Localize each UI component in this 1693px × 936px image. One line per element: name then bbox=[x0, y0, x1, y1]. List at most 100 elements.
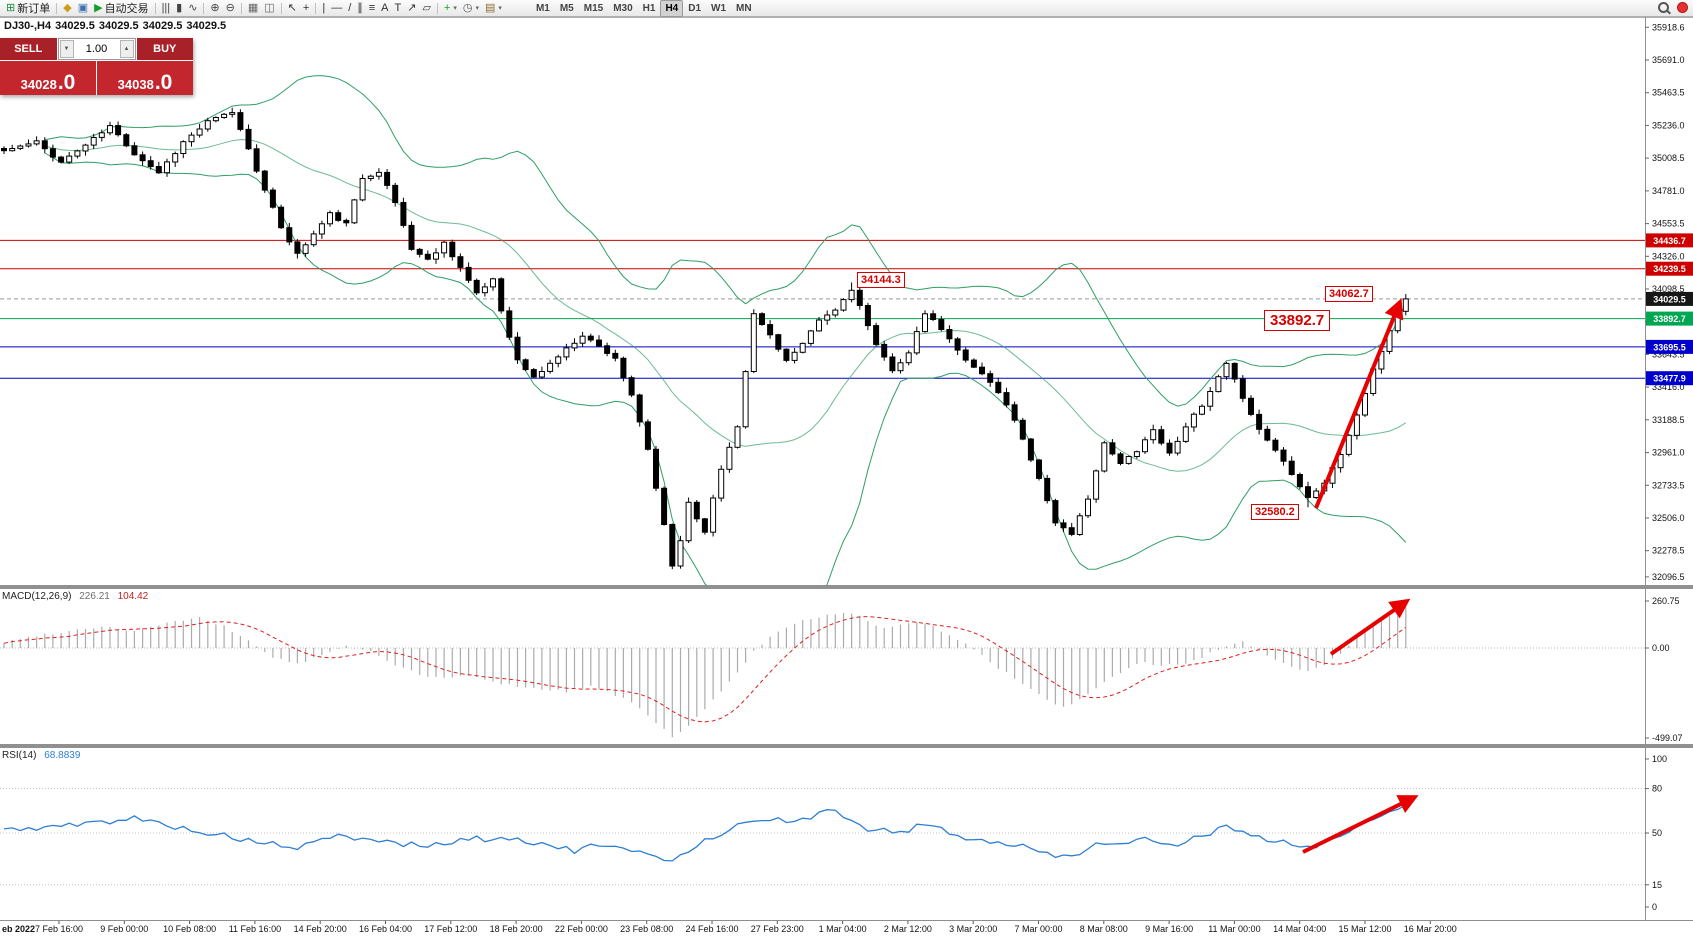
macd-pane bbox=[0, 607, 1645, 738]
price-annotation: 34062.7 bbox=[1325, 286, 1373, 302]
toolbar-separator bbox=[315, 2, 317, 14]
cascade-windows-button[interactable]: ◫ bbox=[261, 1, 277, 16]
crosshair-button[interactable]: + bbox=[300, 1, 312, 16]
svg-text:9 Feb 00:00: 9 Feb 00:00 bbox=[100, 924, 148, 934]
arrows-tool-icon: ↗ bbox=[407, 1, 417, 14]
svg-text:11 Feb 16:00: 11 Feb 16:00 bbox=[229, 924, 281, 934]
lot-decrease-button[interactable]: ▼ bbox=[59, 40, 74, 58]
trendline-button[interactable]: / bbox=[345, 1, 354, 16]
svg-text:24 Feb 16:00: 24 Feb 16:00 bbox=[685, 924, 738, 934]
pane-splitter[interactable] bbox=[0, 585, 1693, 589]
tile-windows-button[interactable]: ▦ bbox=[245, 1, 261, 16]
cursor-button[interactable]: ↖ bbox=[285, 1, 300, 16]
svg-text:34029.5: 34029.5 bbox=[1653, 294, 1686, 304]
svg-text:14 Feb 20:00: 14 Feb 20:00 bbox=[294, 924, 347, 934]
timeframe-bar: M1 M5 M15 M30 H1 H4 D1 W1 MN bbox=[531, 0, 757, 17]
toolbar-right bbox=[1658, 2, 1688, 13]
svg-text:11 Mar 00:00: 11 Mar 00:00 bbox=[1208, 924, 1260, 934]
horizontal-lines bbox=[0, 239, 1645, 379]
lot-increase-button[interactable]: ▲ bbox=[119, 40, 134, 58]
rsi-pane bbox=[0, 788, 1645, 886]
svg-text:35008.5: 35008.5 bbox=[1652, 153, 1685, 163]
timeframe-button-MN[interactable]: MN bbox=[736, 2, 752, 14]
zoom-out-button[interactable]: ⊖ bbox=[223, 1, 238, 16]
fibonacci-button[interactable]: ≡ bbox=[366, 1, 378, 16]
zoom-in-button[interactable]: ⊕ bbox=[207, 1, 222, 16]
sell-button[interactable]: SELL bbox=[0, 38, 57, 60]
trend-arrow[interactable] bbox=[1302, 795, 1419, 854]
timeframe-button-M5[interactable]: M5 bbox=[559, 2, 574, 14]
svg-text:-499.07: -499.07 bbox=[1652, 733, 1683, 743]
bar-chart-button[interactable]: ||| bbox=[159, 1, 174, 16]
svg-text:33188.5: 33188.5 bbox=[1652, 415, 1685, 425]
trend-arrow[interactable] bbox=[1329, 598, 1411, 656]
arrows-tool-button[interactable]: ↗ bbox=[404, 1, 419, 16]
macd-name: MACD(12,26,9) bbox=[2, 591, 72, 602]
lot-size-input[interactable] bbox=[73, 42, 120, 56]
cascade-windows-icon: ◫ bbox=[264, 1, 275, 14]
timeframe-button-M30[interactable]: M30 bbox=[613, 2, 633, 14]
svg-text:32506.0: 32506.0 bbox=[1652, 513, 1685, 523]
timeframe-button-W1[interactable]: W1 bbox=[711, 2, 727, 14]
sell-price-button[interactable]: 34028 .0 bbox=[0, 61, 96, 95]
buy-price-button[interactable]: 34038 .0 bbox=[97, 61, 193, 95]
timeframe-button-H1[interactable]: H1 bbox=[642, 2, 656, 14]
charts-button[interactable]: ◆ bbox=[60, 1, 74, 16]
terminal-button[interactable]: ▣ bbox=[75, 1, 91, 16]
text-button[interactable]: A bbox=[378, 1, 391, 16]
rsi-indicator-label: RSI(14) 68.8839 bbox=[2, 750, 80, 761]
candlestick-chart-button[interactable]: ▮ bbox=[173, 1, 185, 16]
toolbar-separator bbox=[436, 2, 438, 14]
svg-text:35918.6: 35918.6 bbox=[1652, 22, 1685, 32]
svg-text:7 Mar 00:00: 7 Mar 00:00 bbox=[1014, 924, 1062, 934]
timeframe-button-D1[interactable]: D1 bbox=[688, 2, 702, 14]
shapes-icon: ▱ bbox=[422, 1, 431, 14]
time-axis: eb 2022 7 Feb 16:00 9 Feb 00:00 10 Feb 08:0… bbox=[0, 920, 1693, 934]
vertical-line-icon: | bbox=[322, 1, 326, 14]
svg-text:80: 80 bbox=[1652, 784, 1662, 794]
svg-text:15 Mar 12:00: 15 Mar 12:00 bbox=[1338, 924, 1391, 934]
trend-arrow[interactable] bbox=[1314, 298, 1404, 509]
channel-button[interactable]: ∥ bbox=[354, 1, 366, 16]
svg-text:100: 100 bbox=[1652, 754, 1667, 764]
notification-icon[interactable] bbox=[1677, 2, 1688, 13]
svg-text:22 Feb 00:00: 22 Feb 00:00 bbox=[555, 924, 608, 934]
pane-splitter[interactable] bbox=[0, 744, 1693, 748]
svg-text:0: 0 bbox=[1652, 902, 1657, 912]
horizontal-line-button[interactable]: — bbox=[328, 1, 345, 16]
buy-price-main: 34038 bbox=[117, 76, 154, 92]
line-chart-button[interactable]: ∿ bbox=[185, 1, 200, 16]
svg-text:8 Mar 08:00: 8 Mar 08:00 bbox=[1080, 924, 1128, 934]
periods-button[interactable]: ◷ ▾ bbox=[460, 1, 482, 16]
indicators-button[interactable]: + ▾ bbox=[441, 1, 460, 16]
vertical-line-button[interactable]: | bbox=[319, 1, 328, 16]
templates-button[interactable]: ▤ ▾ bbox=[482, 1, 505, 16]
charts-icon: ◆ bbox=[63, 1, 72, 14]
price-annotation: 34144.3 bbox=[857, 272, 905, 288]
search-icon[interactable] bbox=[1658, 2, 1669, 13]
svg-text:16 Mar 20:00: 16 Mar 20:00 bbox=[1404, 924, 1457, 934]
svg-text:10 Feb 08:00: 10 Feb 08:00 bbox=[163, 924, 216, 934]
auto-trading-button-label: 自动交易 bbox=[104, 3, 149, 15]
svg-text:9 Mar 16:00: 9 Mar 16:00 bbox=[1145, 924, 1193, 934]
timeframe-button-M15[interactable]: M15 bbox=[583, 2, 604, 14]
shapes-button[interactable]: ▱ bbox=[419, 1, 433, 16]
svg-text:260.75: 260.75 bbox=[1652, 596, 1680, 606]
svg-text:35463.5: 35463.5 bbox=[1652, 88, 1685, 98]
svg-text:0.00: 0.00 bbox=[1652, 643, 1670, 653]
terminal-icon: ▣ bbox=[77, 1, 89, 14]
price-annotation: 33892.7 bbox=[1264, 310, 1331, 331]
toolbar-separator bbox=[56, 2, 58, 14]
channel-icon: ∥ bbox=[357, 1, 363, 14]
label-button[interactable]: T bbox=[392, 1, 405, 16]
timeframe-button-M1[interactable]: M1 bbox=[535, 2, 550, 14]
svg-text:1 Mar 04:00: 1 Mar 04:00 bbox=[819, 924, 867, 934]
svg-text:17 Feb 12:00: 17 Feb 12:00 bbox=[424, 924, 477, 934]
sell-price-frac: .0 bbox=[57, 71, 76, 95]
auto-trading-button[interactable]: ▶ 自动交易 bbox=[91, 1, 151, 16]
new-order-button[interactable]: ⊞ 新订单 bbox=[3, 1, 53, 16]
timeframe-button-H4[interactable]: H4 bbox=[660, 0, 684, 17]
buy-button[interactable]: BUY bbox=[136, 38, 193, 60]
price-annotation: 32580.2 bbox=[1251, 504, 1299, 520]
